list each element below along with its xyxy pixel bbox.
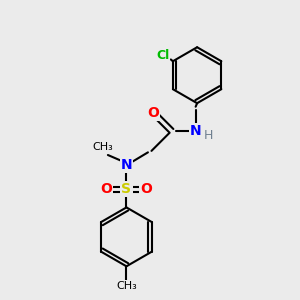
Text: Cl: Cl bbox=[156, 50, 169, 62]
Text: N: N bbox=[121, 158, 132, 172]
Text: H: H bbox=[204, 129, 214, 142]
Text: CH₃: CH₃ bbox=[116, 281, 137, 291]
Text: O: O bbox=[100, 182, 112, 196]
Text: O: O bbox=[147, 106, 159, 120]
Text: N: N bbox=[190, 124, 202, 138]
Text: CH₃: CH₃ bbox=[92, 142, 113, 152]
Text: S: S bbox=[122, 182, 131, 196]
Text: O: O bbox=[140, 182, 152, 196]
